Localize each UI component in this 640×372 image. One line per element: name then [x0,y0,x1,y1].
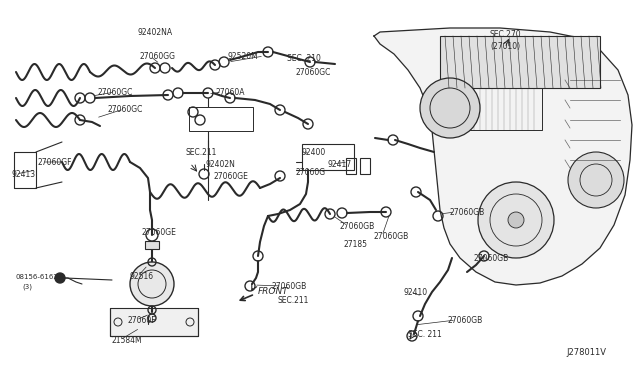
Text: 27060GB: 27060GB [448,316,483,325]
FancyBboxPatch shape [189,107,253,131]
Text: 27060A: 27060A [215,88,244,97]
Text: SEC. 210: SEC. 210 [287,54,321,63]
Text: 27060GC: 27060GC [108,105,143,114]
Bar [110,308,198,336]
Text: 27060F: 27060F [128,316,157,325]
Text: 27060GC: 27060GC [296,68,332,77]
Text: 92410: 92410 [404,288,428,297]
Text: 27185: 27185 [344,240,368,249]
Circle shape [478,182,554,258]
Text: SEC.270: SEC.270 [490,30,522,39]
Text: 92402NA: 92402NA [138,28,173,37]
Text: SEC.211: SEC.211 [185,148,216,157]
Text: 27060GE: 27060GE [214,172,249,181]
Bar [360,158,370,174]
Text: 21584M: 21584M [112,336,143,345]
Circle shape [130,262,174,306]
Text: 27060GG: 27060GG [140,52,176,61]
Text: 27060GB: 27060GB [340,222,375,231]
Text: J278011V: J278011V [566,348,606,357]
Text: 92400: 92400 [302,148,326,157]
Bar [346,158,356,174]
Circle shape [568,152,624,208]
Text: 92417+A: 92417+A [192,109,228,118]
Text: 92413: 92413 [12,170,36,179]
Circle shape [55,273,65,283]
Text: 27060GB: 27060GB [374,232,409,241]
Text: 27060GB: 27060GB [474,254,509,263]
Text: FRONT: FRONT [258,288,289,296]
Text: 27060GB: 27060GB [272,282,307,291]
Text: 92402N: 92402N [206,160,236,169]
Text: 27060G: 27060G [295,168,325,177]
Bar [440,36,600,88]
Text: SEC.211: SEC.211 [278,296,309,305]
Text: 08156-6162F: 08156-6162F [16,274,63,280]
Text: (27010): (27010) [490,42,520,51]
Bar [302,144,354,170]
Circle shape [508,212,524,228]
Bar [145,241,159,249]
Text: 27060GA: 27060GA [192,120,227,129]
Polygon shape [374,28,632,285]
Text: 92520M: 92520M [228,52,259,61]
Text: 92516: 92516 [130,272,154,281]
Text: 27060GB: 27060GB [450,208,485,217]
Circle shape [420,78,480,138]
Text: 92417: 92417 [328,160,352,169]
Text: SEC. 211: SEC. 211 [408,330,442,339]
Text: 27060GE: 27060GE [142,228,177,237]
Text: 27060GC: 27060GC [97,88,132,97]
Text: 27060GF: 27060GF [37,158,72,167]
Text: (3): (3) [22,284,32,291]
